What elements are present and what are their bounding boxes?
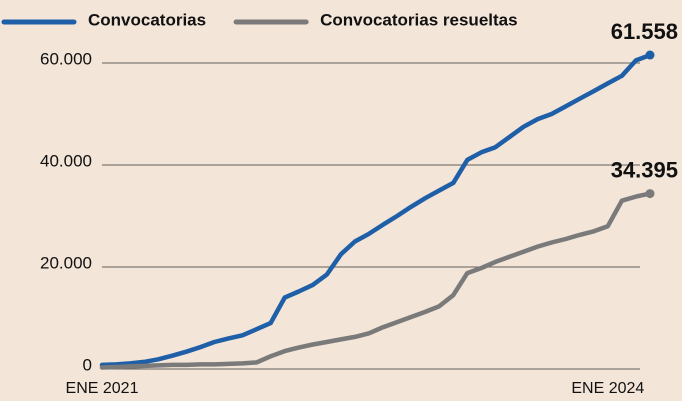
end-dot — [645, 189, 655, 199]
legend-label: Convocatorias resueltas — [320, 10, 517, 29]
y-tick-label: 20.000 — [40, 253, 92, 272]
series-line — [99, 52, 653, 368]
value-label: 34.395 — [611, 157, 678, 182]
x-tick-label: ENE 2021 — [66, 380, 139, 397]
value-label: 61.558 — [611, 19, 678, 44]
legend-label: Convocatorias — [88, 10, 206, 29]
y-tick-label: 0 — [83, 355, 92, 374]
series-line — [99, 191, 653, 370]
end-dot — [645, 50, 655, 60]
y-tick-label: 40.000 — [40, 151, 92, 170]
y-tick-label: 60.000 — [40, 49, 92, 68]
x-tick-label: ENE 2024 — [571, 380, 644, 397]
